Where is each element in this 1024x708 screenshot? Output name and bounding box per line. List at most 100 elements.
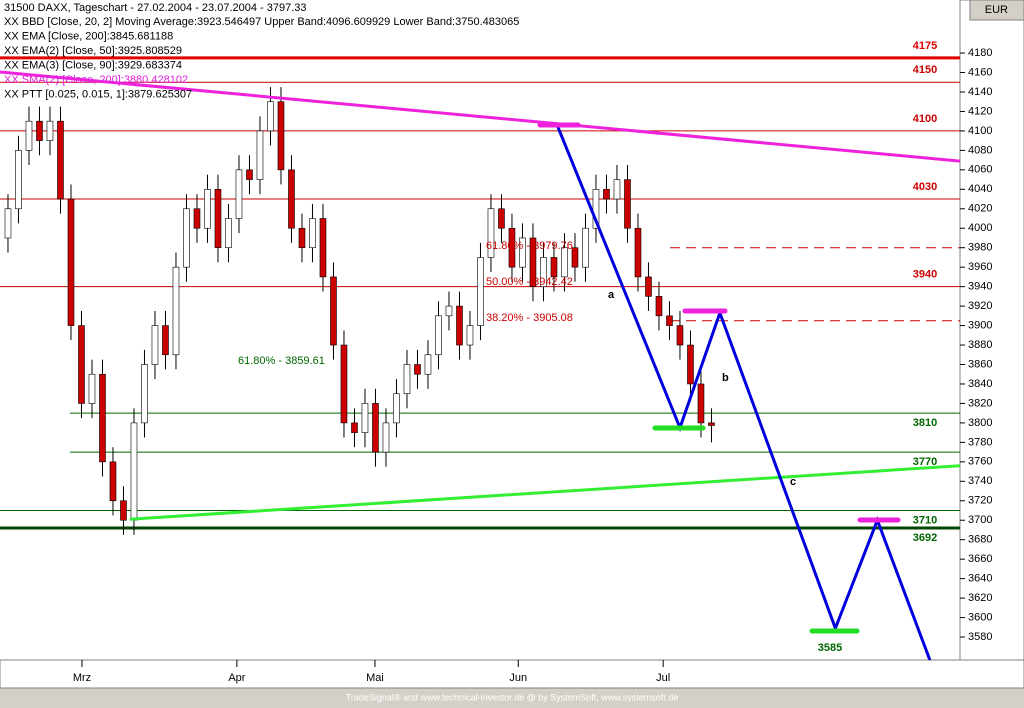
y-tick-label: 4080: [968, 144, 992, 156]
candle-body: [645, 276, 652, 297]
candle-body: [309, 218, 316, 249]
y-tick-label: 3840: [968, 378, 992, 390]
level-label: 3810: [913, 417, 937, 429]
candle-body: [298, 227, 306, 249]
candle-body: [288, 169, 295, 229]
level-label: 4175: [913, 40, 937, 52]
y-tick-label: 3980: [968, 242, 992, 254]
y-tick-label: 4000: [968, 222, 992, 234]
candle-body: [151, 325, 159, 365]
x-tick-label: Mrz: [73, 672, 91, 684]
candle-body: [676, 325, 684, 346]
y-tick-label: 3780: [968, 436, 992, 448]
annotation: 61.80% - 3979.76: [486, 240, 573, 252]
x-tick-label: Jun: [509, 672, 527, 684]
level-label: 4030: [913, 181, 937, 193]
annotation: 50.00% - 3942.42: [486, 276, 573, 288]
currency-box: [969, 0, 1024, 21]
candle-body: [267, 101, 274, 132]
x-axis-area: [0, 659, 1024, 689]
trendline: [0, 70, 960, 163]
y-tick-label: 3640: [968, 573, 992, 585]
candle-body: [193, 208, 201, 229]
legend-entry: XX EMA [Close, 200]:3845.681188: [4, 30, 173, 42]
overlay: 4175 4150 4100 4030 3940 3810 3770 3710 3692 3585…: [4, 2, 937, 654]
annotation: 61.80% - 3859.61: [238, 355, 325, 367]
x-tick-label: Apr: [228, 672, 245, 684]
candle-body: [561, 247, 568, 278]
y-tick-label: 4100: [968, 125, 992, 137]
candle-body: [687, 344, 694, 385]
y-axis-area: [959, 0, 1024, 661]
annotation: c: [790, 476, 796, 488]
candle-body: [697, 383, 705, 424]
candle-body: [67, 198, 75, 326]
candle-body: [183, 208, 190, 268]
y-tick-label: 3860: [968, 358, 992, 370]
candle-body: [214, 189, 222, 249]
candle-body: [393, 393, 400, 424]
candle-body: [15, 150, 22, 210]
footer: TradeSignal® and www.technical-investor.…: [346, 692, 679, 702]
annotation: a: [608, 289, 615, 301]
candle-body: [519, 237, 526, 268]
y-tick-label: 3700: [968, 514, 992, 526]
candle-body: [36, 120, 43, 141]
candle-body: [708, 422, 715, 426]
candle-body: [235, 169, 243, 219]
y-tick-label: 4020: [968, 203, 992, 215]
candle-body: [172, 266, 180, 356]
candle-body: [508, 227, 516, 268]
y-tick-label: 4040: [968, 183, 992, 195]
candle-body: [330, 276, 337, 346]
candle-body: [456, 305, 463, 346]
candle-body: [4, 208, 12, 239]
candle-body: [655, 296, 663, 317]
level-label: 3940: [913, 269, 937, 281]
candle-body: [634, 227, 642, 278]
y-tick-label: 4180: [968, 47, 992, 59]
candle-body: [256, 130, 264, 180]
candle-body: [246, 169, 253, 180]
candle-body: [78, 325, 85, 404]
candle-body: [162, 325, 169, 356]
candle-body: [88, 373, 96, 404]
candle-body: [477, 257, 484, 326]
candle-body: [592, 189, 600, 229]
candle-body: [141, 364, 148, 424]
legend-entry: XX EMA(2) [Close, 50]:3925.808529: [4, 45, 182, 57]
annotation: 38.20% - 3905.08: [486, 312, 573, 324]
y-tick-label: 3680: [968, 534, 992, 546]
y-tick-label: 4060: [968, 164, 992, 176]
candle-body: [540, 257, 547, 287]
y-tick-label: 3800: [968, 417, 992, 429]
level-label: 3585: [818, 642, 842, 654]
y-tick-label: 3620: [968, 592, 992, 604]
y-tick-label: 3900: [968, 319, 992, 331]
candle-body: [372, 403, 379, 453]
y-tick-label: 3740: [968, 475, 992, 487]
candle-body: [361, 403, 369, 433]
level-label: 4100: [913, 113, 937, 125]
candle-body: [487, 208, 495, 258]
candle-body: [46, 120, 54, 141]
candle-body: [99, 373, 106, 463]
candle-body: [109, 461, 117, 502]
candle-body: [351, 422, 358, 433]
y-tick-label: 3820: [968, 397, 992, 409]
y-tick-label: 3760: [968, 456, 992, 468]
candle-body: [382, 422, 390, 453]
candle-body: [582, 227, 589, 268]
candle-body: [603, 189, 610, 200]
candle-body: [225, 218, 232, 249]
candle-body: [571, 247, 579, 268]
y-tick-label: 3920: [968, 300, 992, 312]
y-tick-label: 3580: [968, 631, 992, 643]
candle-body: [624, 179, 631, 229]
candle-body: [666, 315, 673, 326]
y-tick-label: 3600: [968, 611, 992, 623]
candle-body: [403, 364, 411, 395]
y-tick-label: 3660: [968, 553, 992, 565]
candle-body: [130, 422, 138, 521]
